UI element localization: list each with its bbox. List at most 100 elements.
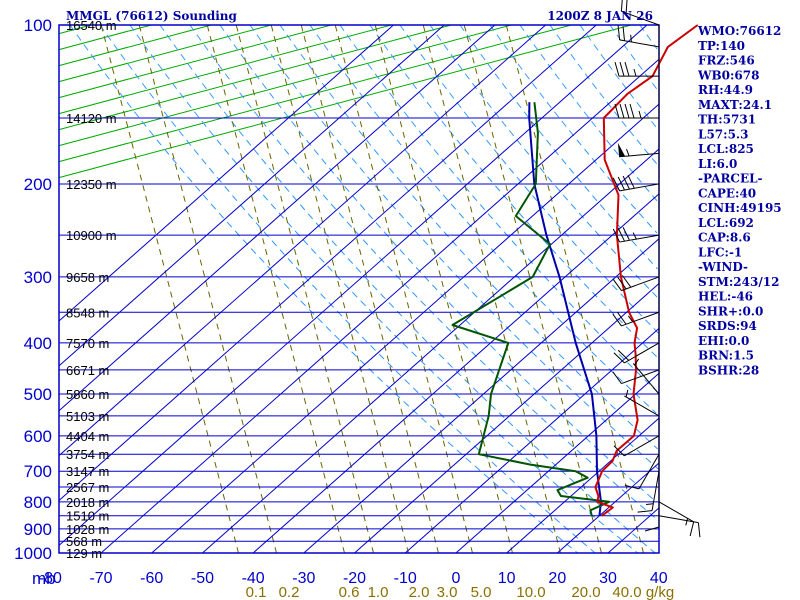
mixing-ratio-label: g/kg [646,584,674,600]
wind-barb-half-feather [626,148,630,157]
wind-barb-staff [621,311,660,327]
height-label: 8548 m [66,305,109,320]
moist-adiabat-line [459,24,658,270]
wind-barb-feather [621,275,632,288]
temperature-tick-label: 0 [451,570,460,587]
wind-barb-half-feather [628,315,634,323]
moist-adiabat-line [189,24,660,522]
height-label: 4404 m [66,429,109,444]
height-labels: 16540 m 14120 m 12350 m 10900 m 9658 m 8548 m… [66,18,117,561]
sounding-index-item: HEL:-46 [698,290,753,304]
wind-barb-half-feather [630,34,632,43]
temperature-tick-label: 20 [548,570,566,587]
temperature-tick-label: -40 [242,570,265,587]
wind-barb-feather [637,510,653,513]
sounding-index-item: MAXT:24.1 [698,98,772,112]
wind-barb-half-feather [632,232,637,240]
temperature-tick-label: 10 [498,570,516,587]
wind-barb-staff [632,363,660,395]
dewpoint-line [451,102,611,516]
moist-adiabat-line [339,24,659,394]
moist-adiabat-line [249,24,659,470]
pressure-tick-label: 300 [24,268,52,287]
isotherm-line [151,103,660,554]
sounding-index-item: LFC:-1 [698,245,742,259]
mixing-ratio-line [138,24,277,554]
height-label: 3147 m [66,464,109,479]
isotherm-line [354,283,660,554]
wind-barb [617,142,660,158]
isotherm-line [58,24,546,456]
temperature-tick-label: -10 [394,570,417,587]
wind-barb-staff [619,234,660,243]
wind-barbs [612,0,701,538]
moist-adiabat-line [69,24,578,554]
wind-barb-feather [617,176,625,191]
mixing-ratio-label: 10.0 [516,584,545,600]
isotherm-line [202,148,660,554]
dry-adiabat-line [58,24,92,35]
wind-barb-feather [697,522,701,538]
wind-barb-feather [612,371,622,384]
mixing-ratio-label: 20.0 [571,584,600,600]
wind-barb-half-feather [625,389,629,398]
dewpoint-profile [451,102,611,516]
sounding-index-item: WB0:678 [697,68,759,82]
wind-barb [612,275,660,292]
wind-barb [658,501,695,537]
mixing-ratio-label: 0.1 [246,584,267,600]
wind-barb-half-feather [638,110,642,119]
isotherm-line [58,24,496,412]
moist-adiabat-line [369,24,658,358]
wind-barb-staff [658,515,699,524]
wind-barb-feather [689,521,695,537]
sounding-index-item: -WIND- [698,260,748,274]
moist-adiabat-line [219,24,656,502]
isotherm-line [556,462,660,554]
sounding-index-item: SHR+:0.0 [698,304,763,318]
dry-adiabat-line [58,24,512,147]
moist-adiabat-line [519,24,658,202]
pressure-tick-label: 700 [24,462,52,481]
wind-barb-feather [617,349,630,361]
pressure-tick-label: 400 [24,334,52,353]
height-label: 568 m [66,534,102,549]
pressure-axis-labels: 100 200 300 400 500 600 700 800 900 1000 [14,16,52,563]
wind-barb-feather [624,484,640,490]
wind-barb [624,453,660,490]
pressure-tick-label: 100 [24,16,52,35]
wind-barb-feather [613,352,625,364]
temperature-line [594,24,699,517]
dry-adiabat-line [58,24,392,115]
wind-barb-staff [624,342,660,364]
sounding-index-item: L57:5.3 [698,127,748,141]
wind-barb-feather [625,0,628,14]
sounding-index-item: STM:243/12 [698,275,779,289]
temperature-tick-label: -50 [191,570,214,587]
isotherm-line [303,238,660,554]
height-label: 1510 m [66,509,109,524]
wind-barb-feather [612,228,621,243]
sounding-index-item: EHI:0.0 [698,334,749,348]
temperature-profile [594,24,699,517]
wind-barb-feather [619,62,625,77]
height-label: 129 m [66,546,102,561]
temperature-tick-label: -80 [39,570,62,587]
mixing-ratio-label: 40.0 [612,584,641,600]
height-label: 16540 m [66,18,117,33]
mixing-ratio-label: 5.0 [471,584,492,600]
pressure-unit-label: mb [32,569,56,588]
wind-barb-staff [619,183,660,192]
wind-barb-half-feather [685,518,689,526]
height-label: 6671 m [66,363,109,378]
mixing-ratio-label: 0.6 [339,584,360,600]
wind-barb-feather [617,227,625,242]
isotherm-line [455,372,660,554]
wind-barb-half-feather [633,69,637,77]
wind-barb-feather [612,177,621,192]
sounding-index-item: LI:6.0 [698,157,737,171]
pressure-tick-label: 200 [24,175,52,194]
wind-barb-feather [614,62,620,77]
